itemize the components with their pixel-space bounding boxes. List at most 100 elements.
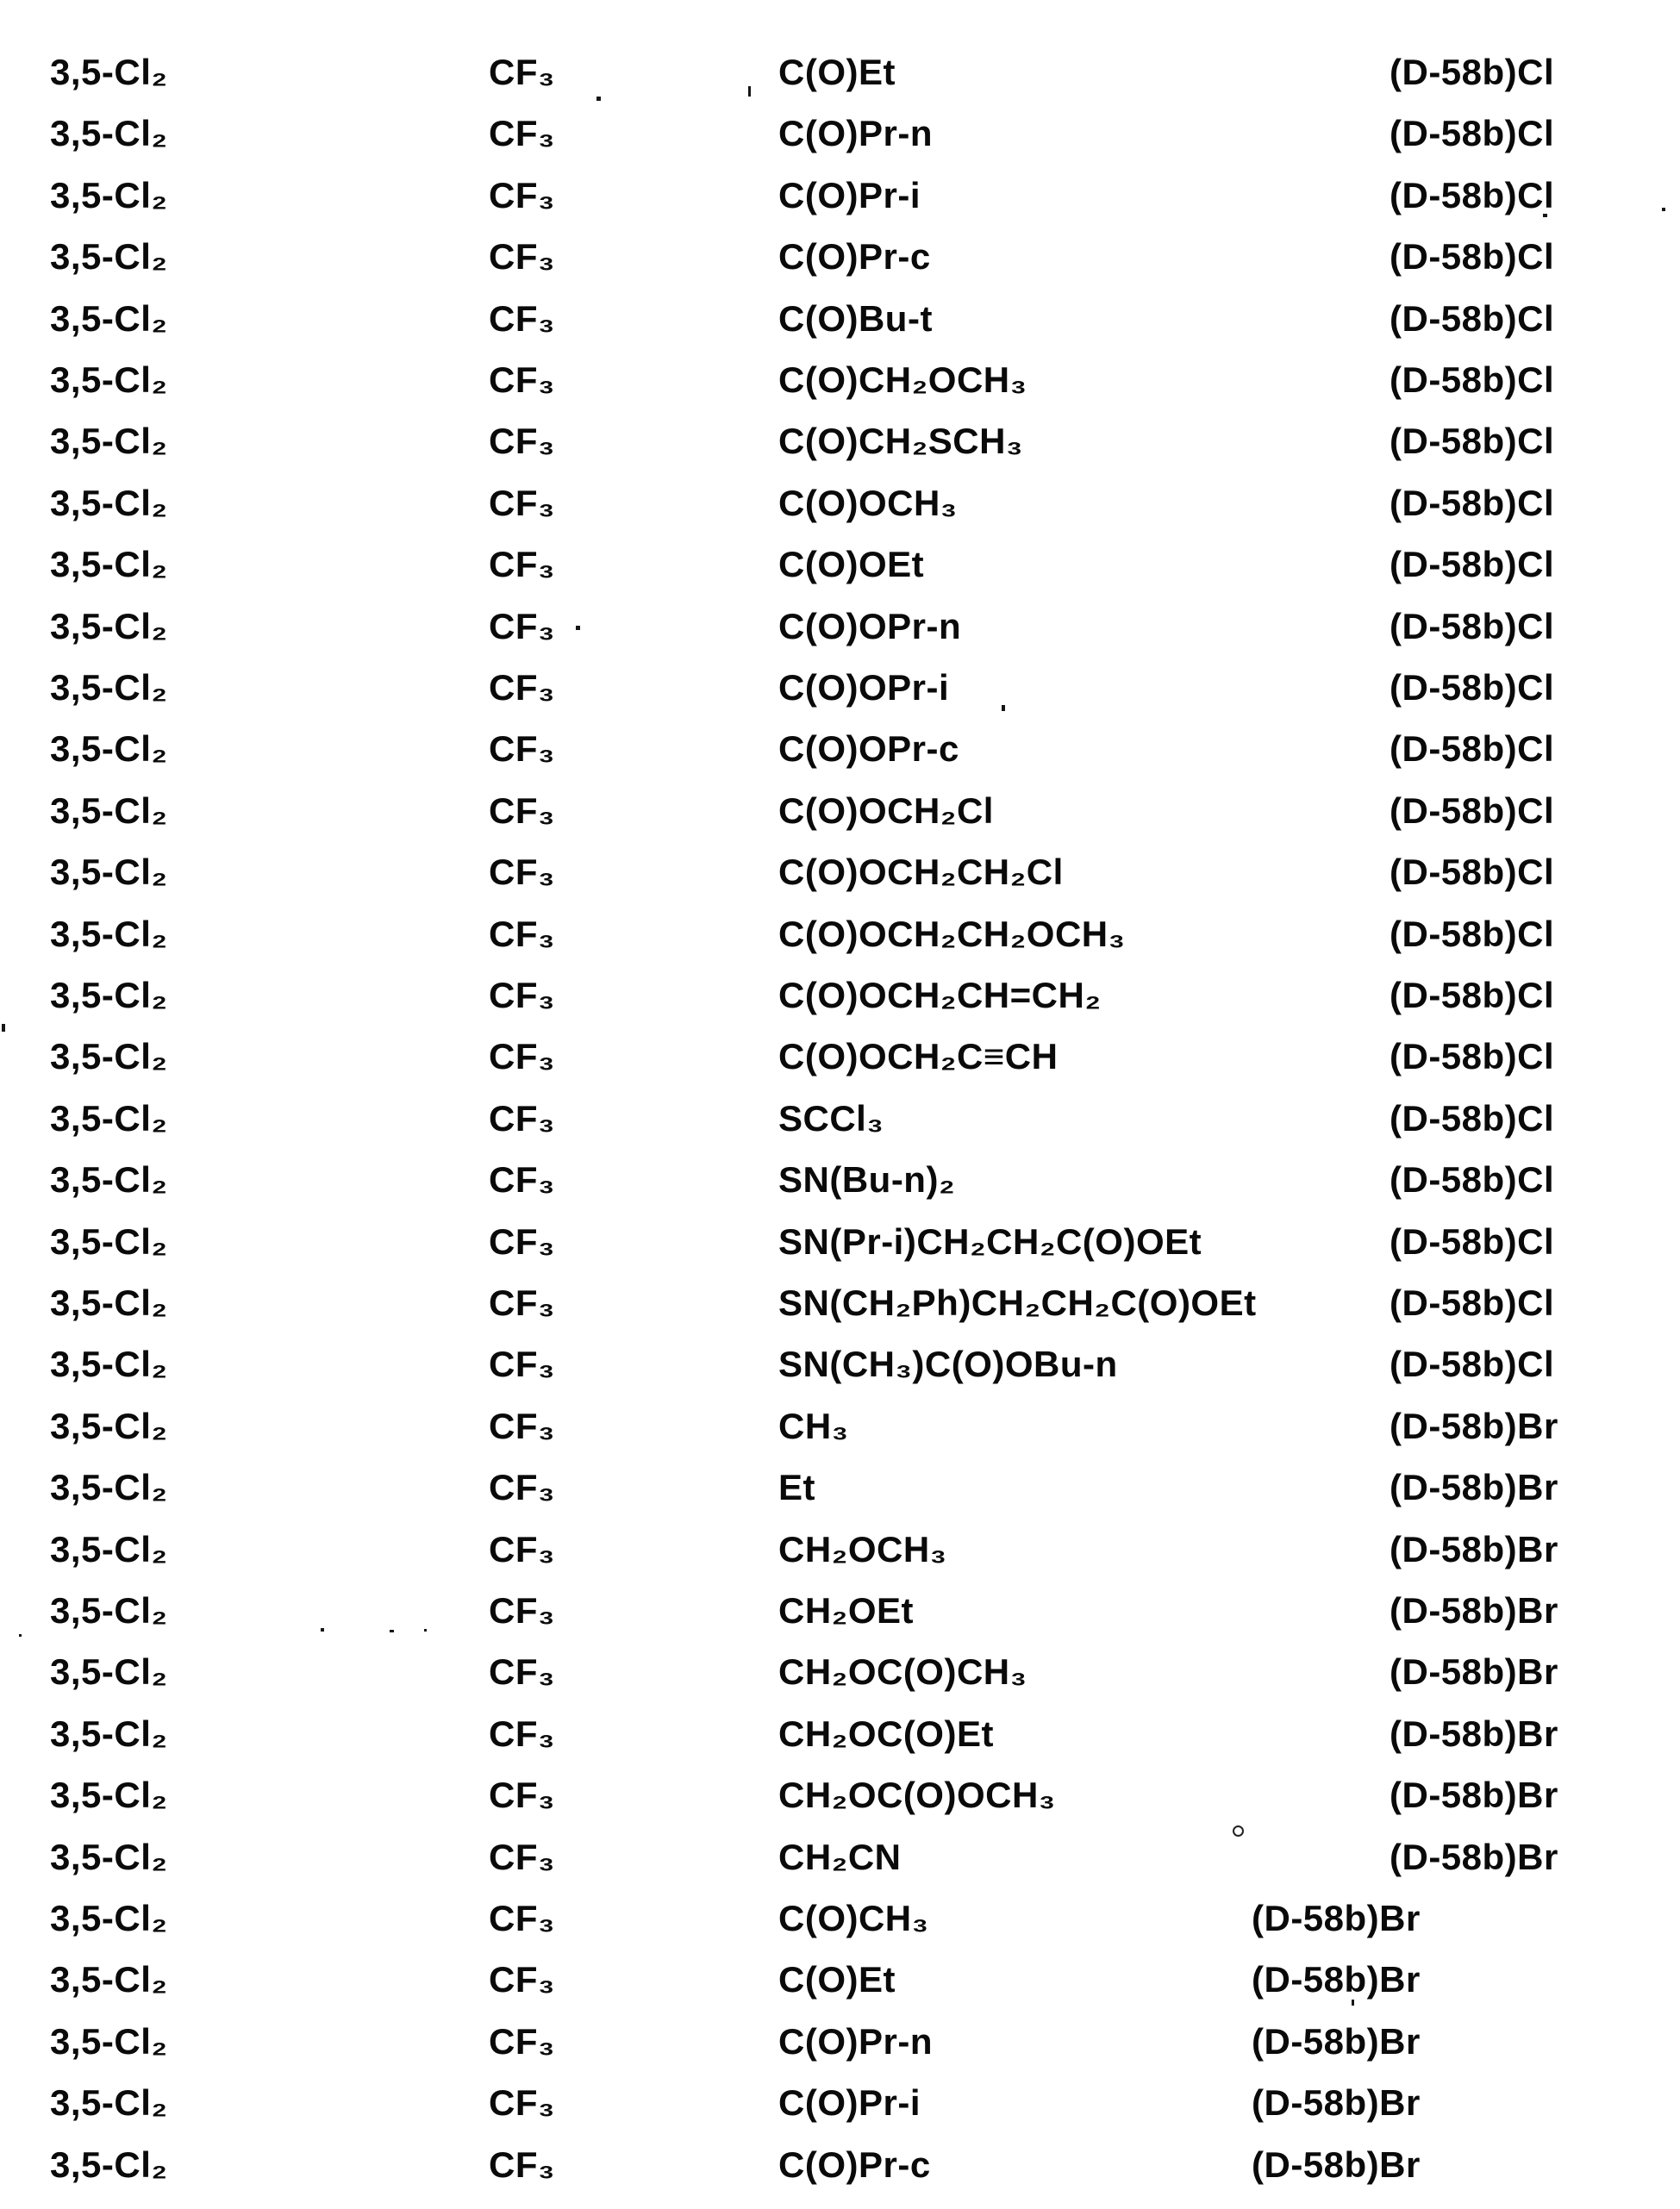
substituent-col3: C(O)CH₂OCH₃ — [778, 359, 1027, 400]
compound-code: (D-58b)Cl — [1390, 236, 1555, 278]
substituent-col3: C(O)Pr-c — [778, 2143, 931, 2185]
substituent-col3: SCCl₃ — [778, 1097, 884, 1139]
substituent-col2: CF₃ — [489, 1097, 555, 1139]
substituent-col1: 3,5-Cl₂ — [50, 359, 168, 400]
scan-speck — [1002, 705, 1005, 711]
compound-code: (D-58b)Cl — [1390, 359, 1555, 400]
substituent-col2: CF₃ — [489, 544, 555, 585]
substituent-col1: 3,5-Cl₂ — [50, 1898, 168, 1938]
compound-code: (D-58b)Br — [1252, 2143, 1421, 2185]
substituent-col2: CF₃ — [489, 1220, 555, 1262]
table-row: 3,5-Cl₂ CF₃ SCCl₃ (D-58b)Cl — [0, 1098, 1680, 1146]
scan-speck — [1352, 2000, 1354, 2006]
table-row: 3,5-Cl₂ CF₃ C(O)OPr-i (D-58b)Cl — [0, 667, 1680, 715]
substituent-col2: CF₃ — [489, 1159, 555, 1201]
substituent-col2: CF₃ — [489, 113, 555, 154]
substituent-col1: 3,5-Cl₂ — [50, 1959, 168, 2000]
table-row: 3,5-Cl₂ CF₃ C(O)OPr-c (D-58b)Cl — [0, 728, 1680, 777]
substituent-col2: CF₃ — [489, 359, 555, 400]
substituent-col3: C(O)OCH₂CH₂Cl — [778, 852, 1064, 893]
substituent-col1: 3,5-Cl₂ — [50, 1159, 168, 1201]
compound-code: (D-58b)Cl — [1390, 1344, 1555, 1385]
substituent-col3: C(O)Pr-i — [778, 174, 921, 215]
table-row: 3,5-Cl₂ CF₃ C(O)Pr-n (D-58b)Br — [0, 2021, 1680, 2069]
compound-code: (D-58b)Br — [1390, 1836, 1558, 1877]
table-row: 3,5-Cl₂ CF₃ C(O)Pr-i (D-58b)Cl — [0, 175, 1680, 223]
scan-speck — [19, 1634, 22, 1637]
compound-code: (D-58b)Cl — [1390, 1220, 1555, 1262]
compound-code: (D-58b)Cl — [1390, 975, 1555, 1015]
table-row: 3,5-Cl₂ CF₃ C(O)OCH₂C≡CH (D-58b)Cl — [0, 1036, 1680, 1084]
table-row: 3,5-Cl₂ CF₃ C(O)Et (D-58b)Br — [0, 1959, 1680, 2007]
substituent-col1: 3,5-Cl₂ — [50, 789, 168, 831]
substituent-col2: CF₃ — [489, 297, 555, 339]
compound-code: (D-58b)Br — [1252, 2020, 1421, 2062]
table-row: 3,5-Cl₂ CF₃ SN(CH₃)C(O)OBu-n (D-58b)Cl — [0, 1344, 1680, 1392]
compound-code: (D-58b)Cl — [1390, 482, 1555, 523]
substituent-col2: CF₃ — [489, 1590, 555, 1631]
substituent-col3: C(O)Pr-n — [778, 113, 933, 154]
substituent-col2: CF₃ — [489, 1898, 555, 1938]
scan-speck — [1543, 214, 1547, 217]
substituent-col3: CH₂OC(O)CH₃ — [778, 1651, 1027, 1693]
substituent-col2: CF₃ — [489, 1959, 555, 2000]
substituent-col1: 3,5-Cl₂ — [50, 421, 168, 462]
table-row: 3,5-Cl₂ CF₃ C(O)Pr-i (D-58b)Br — [0, 2082, 1680, 2131]
substituent-col3: SN(CH₂Ph)CH₂CH₂C(O)OEt — [778, 1282, 1257, 1323]
substituent-col3: CH₂OC(O)OCH₃ — [778, 1775, 1056, 1816]
compound-code: (D-58b)Cl — [1390, 1036, 1555, 1077]
substituent-col2: CF₃ — [489, 1344, 555, 1385]
compound-code: (D-58b)Cl — [1390, 667, 1555, 708]
compound-code: (D-58b)Br — [1390, 1528, 1558, 1569]
substituent-col1: 3,5-Cl₂ — [50, 113, 168, 154]
substituent-col2: CF₃ — [489, 174, 555, 215]
compound-code: (D-58b)Br — [1390, 1467, 1558, 1508]
substituent-col2: CF₃ — [489, 1467, 555, 1508]
substituent-col2: CF₃ — [489, 789, 555, 831]
substituent-col2: CF₃ — [489, 1775, 555, 1816]
substituent-col3: Et — [778, 1467, 815, 1508]
scan-speck — [1662, 208, 1665, 211]
substituent-col1: 3,5-Cl₂ — [50, 482, 168, 523]
substituent-col1: 3,5-Cl₂ — [50, 1836, 168, 1877]
substituent-col2: CF₃ — [489, 667, 555, 708]
substituent-col3: C(O)OCH₂C≡CH — [778, 1036, 1059, 1077]
scan-speck — [424, 1629, 427, 1632]
substituent-col2: CF₃ — [489, 1528, 555, 1569]
compound-code: (D-58b)Cl — [1390, 1097, 1555, 1139]
substituent-col1: 3,5-Cl₂ — [50, 667, 168, 708]
substituent-col3: C(O)OPr-n — [778, 605, 962, 646]
substituent-col3: CH₂OCH₃ — [778, 1528, 947, 1569]
compound-code: (D-58b)Cl — [1390, 421, 1555, 462]
substituent-col3: SN(Pr-i)CH₂CH₂C(O)OEt — [778, 1220, 1202, 1262]
substituent-col2: CF₃ — [489, 2082, 555, 2124]
table-row: 3,5-Cl₂ CF₃ CH₂CN (D-58b)Br — [0, 1837, 1680, 1885]
substituent-col3: C(O)Pr-n — [778, 2020, 933, 2062]
substituent-col3: SN(CH₃)C(O)OBu-n — [778, 1344, 1118, 1385]
substituent-col1: 3,5-Cl₂ — [50, 1467, 168, 1508]
compound-code: (D-58b)Cl — [1390, 544, 1555, 585]
compound-code: (D-58b)Cl — [1390, 789, 1555, 831]
table-row: 3,5-Cl₂ CF₃ C(O)OCH₂CH₂OCH₃ (D-58b)Cl — [0, 914, 1680, 962]
scan-ring-artifact — [1233, 1825, 1244, 1837]
table-row: 3,5-Cl₂ CF₃ CH₃ (D-58b)Br — [0, 1406, 1680, 1454]
substituent-col1: 3,5-Cl₂ — [50, 605, 168, 646]
table-row: 3,5-Cl₂ CF₃ C(O)OPr-n (D-58b)Cl — [0, 606, 1680, 654]
substituent-col3: C(O)Et — [778, 52, 896, 92]
table-row: 3,5-Cl₂ CF₃ CH₂OC(O)OCH₃ (D-58b)Br — [0, 1775, 1680, 1823]
table-row: 3,5-Cl₂ CF₃ C(O)Pr-c (D-58b)Br — [0, 2144, 1680, 2193]
substituent-col1: 3,5-Cl₂ — [50, 1775, 168, 1816]
substituent-col2: CF₃ — [489, 1651, 555, 1693]
table-row: 3,5-Cl₂ CF₃ C(O)OEt (D-58b)Cl — [0, 544, 1680, 592]
table-row: 3,5-Cl₂ CF₃ CH₂OC(O)Et (D-58b)Br — [0, 1713, 1680, 1762]
table-row: 3,5-Cl₂ CF₃ C(O)OCH₃ (D-58b)Cl — [0, 483, 1680, 531]
scan-speck — [2, 1024, 5, 1032]
substituent-col3: C(O)OEt — [778, 544, 925, 585]
table-row: 3,5-Cl₂ CF₃ Et (D-58b)Br — [0, 1467, 1680, 1515]
substituent-col2: CF₃ — [489, 913, 555, 954]
table-row: 3,5-Cl₂ CF₃ SN(CH₂Ph)CH₂CH₂C(O)OEt (D-58… — [0, 1282, 1680, 1331]
substituent-col3: C(O)OCH₂Cl — [778, 789, 994, 831]
table-row: 3,5-Cl₂ CF₃ C(O)Bu-t (D-58b)Cl — [0, 298, 1680, 346]
